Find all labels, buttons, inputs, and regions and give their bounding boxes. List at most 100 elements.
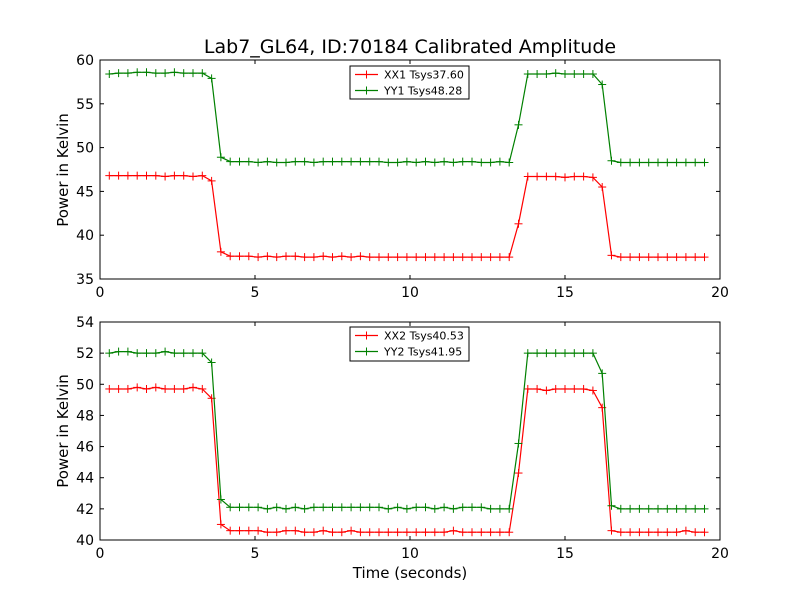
data-point-marker — [263, 157, 272, 166]
data-point-marker — [189, 349, 197, 358]
data-point-marker — [114, 171, 123, 180]
data-point-marker — [365, 528, 374, 537]
data-point-marker — [235, 252, 244, 261]
x-tick-label: 20 — [711, 285, 729, 301]
legend-label: YY1 Tsys48.28 — [383, 85, 462, 98]
figure-title: Lab7_GL64, ID:70184 Calibrated Amplitude — [204, 36, 616, 58]
data-point-marker — [226, 526, 235, 535]
data-point-marker — [468, 157, 476, 166]
data-point-marker — [542, 70, 551, 79]
y-tick-label: 60 — [76, 53, 94, 69]
data-point-marker — [644, 253, 653, 262]
data-point-marker — [598, 369, 607, 378]
data-point-marker — [114, 384, 123, 393]
data-point-marker — [272, 528, 281, 537]
data-point-marker — [607, 501, 616, 510]
data-point-marker — [291, 503, 300, 512]
data-point-marker — [309, 253, 318, 262]
data-point-marker — [477, 503, 486, 512]
data-point-marker — [114, 347, 123, 356]
data-point-marker — [505, 253, 514, 262]
data-point-marker — [551, 384, 560, 393]
data-point-marker — [161, 172, 170, 181]
data-point-marker — [691, 253, 700, 262]
plot-bottom-ylabel: Power in Kelvin — [54, 374, 72, 488]
data-point-marker — [626, 528, 635, 537]
data-point-marker — [133, 68, 142, 77]
data-point-marker — [207, 358, 216, 367]
data-point-marker — [375, 503, 383, 512]
y-tick-label: 52 — [76, 346, 94, 362]
data-point-marker — [328, 528, 337, 537]
data-point-marker — [328, 157, 337, 166]
data-point-marker — [105, 349, 114, 358]
data-point-marker — [300, 157, 309, 166]
data-point-marker — [347, 526, 356, 535]
y-tick-label: 46 — [76, 440, 94, 456]
data-point-marker — [226, 252, 235, 261]
data-point-marker — [561, 70, 569, 79]
data-point-marker — [337, 157, 346, 166]
data-point-marker — [514, 469, 523, 478]
legend-item: XX1 Tsys37.60 — [355, 69, 464, 82]
data-point-marker — [486, 504, 495, 513]
data-point-marker — [123, 171, 132, 180]
data-point-marker — [142, 68, 151, 77]
data-point-marker — [440, 157, 449, 166]
data-point-marker — [570, 70, 579, 79]
data-point-marker — [179, 171, 188, 180]
data-point-marker — [579, 384, 588, 393]
data-point-marker — [663, 253, 672, 262]
data-point-marker — [216, 495, 225, 504]
data-point-marker — [263, 528, 272, 537]
data-point-marker — [681, 158, 690, 167]
data-point-marker — [216, 153, 225, 162]
data-point-marker — [375, 528, 383, 537]
data-point-marker — [393, 253, 402, 262]
data-point-marker — [430, 158, 439, 167]
data-point-marker — [440, 503, 449, 512]
x-axis-label: Time (seconds) — [352, 564, 468, 582]
x-tick-label: 20 — [711, 546, 729, 562]
data-point-marker — [626, 158, 635, 167]
y-tick-label: 35 — [76, 272, 94, 288]
data-point-marker — [151, 349, 160, 358]
data-point-marker — [533, 384, 542, 393]
data-point-marker — [523, 349, 532, 358]
data-point-marker — [570, 172, 579, 181]
data-point-marker — [691, 158, 700, 167]
data-point-marker — [477, 253, 486, 262]
data-point-marker — [514, 439, 523, 448]
data-point-marker — [570, 384, 579, 393]
data-point-marker — [198, 384, 207, 393]
data-point-marker — [672, 528, 681, 537]
data-point-marker — [300, 528, 309, 537]
data-point-marker — [523, 70, 532, 79]
data-point-marker — [347, 253, 356, 262]
data-point-marker — [663, 504, 672, 513]
data-point-marker — [198, 349, 207, 358]
data-point-marker — [700, 528, 709, 537]
data-point-marker — [616, 253, 625, 262]
data-point-marker — [282, 252, 290, 261]
data-point-marker — [309, 158, 318, 167]
data-point-marker — [402, 528, 411, 537]
data-point-marker — [384, 504, 393, 513]
data-point-marker — [347, 503, 356, 512]
data-point-marker — [133, 171, 142, 180]
data-point-marker — [672, 158, 681, 167]
data-point-marker — [477, 528, 486, 537]
data-point-marker — [616, 504, 625, 513]
data-point-marker — [161, 384, 170, 393]
data-point-marker — [579, 70, 588, 79]
data-point-marker — [588, 386, 597, 395]
data-point-marker — [412, 253, 421, 262]
data-point-marker — [644, 504, 653, 513]
data-point-marker — [235, 526, 244, 535]
data-point-marker — [468, 503, 476, 512]
data-point-marker — [514, 219, 523, 228]
data-point-marker — [486, 253, 495, 262]
data-point-marker — [337, 252, 346, 261]
x-tick-label: 10 — [401, 546, 419, 562]
data-point-marker — [189, 383, 197, 392]
